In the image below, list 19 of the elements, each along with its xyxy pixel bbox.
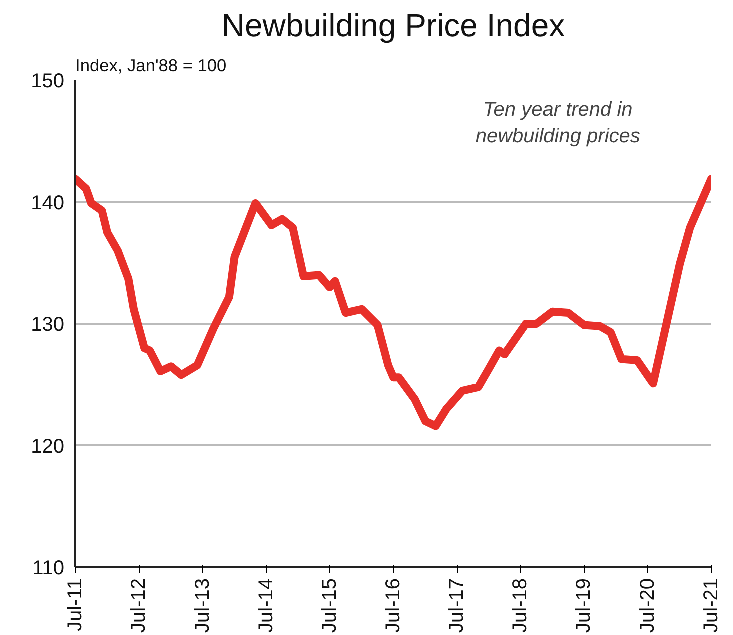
x-tick-label: Jul-11 [64, 578, 86, 632]
x-tick-label: Jul-12 [128, 578, 150, 633]
x-tick-label: Jul-15 [318, 578, 341, 633]
x-tick-label: Jul-19 [573, 578, 596, 633]
y-tick-label: 150 [31, 70, 65, 92]
x-tick-label: Jul-14 [255, 578, 278, 633]
chart-title: Newbuilding Price Index [222, 8, 566, 44]
x-tick-label: Jul-21 [700, 578, 722, 633]
x-tick-label: Jul-13 [192, 578, 214, 633]
y-tick-label: 120 [31, 436, 65, 458]
y-tick-label: 110 [32, 558, 65, 580]
annotation: Ten year trend in newbuilding prices [476, 98, 640, 148]
y-tick-label: 140 [31, 192, 65, 214]
x-tick-label: Jul-18 [510, 578, 532, 633]
x-tick-label: Jul-16 [382, 578, 405, 633]
y-axis-title: Index, Jan'88 = 100 [76, 56, 227, 76]
x-tick-label: Jul-20 [636, 578, 659, 633]
x-tick-label: Jul-17 [446, 578, 468, 633]
y-tick-label: 130 [31, 314, 65, 336]
